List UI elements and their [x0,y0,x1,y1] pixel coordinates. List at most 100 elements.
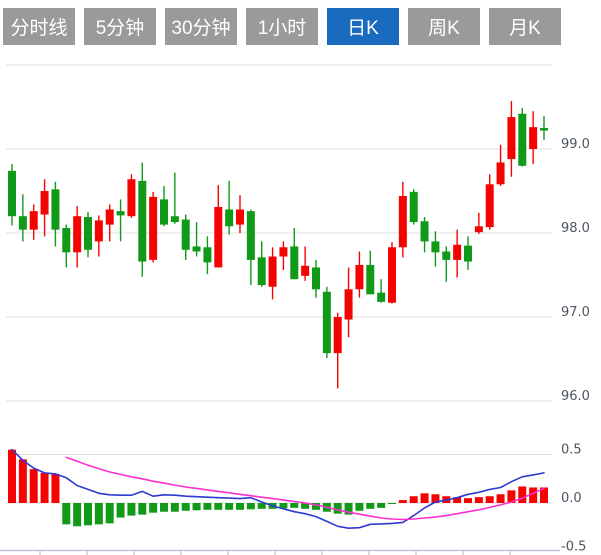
tab-weekly-k[interactable]: 周K [408,8,480,45]
macd-bar [333,503,342,514]
tab-1hour[interactable]: 1小时 [246,8,318,45]
macd-bar [105,503,114,524]
macd-bar [170,503,179,512]
tab-minute-line[interactable]: 分时线 [3,8,75,45]
candle-up [344,267,353,338]
dif-line [11,448,545,530]
macd-bar [463,498,472,503]
macd-bar [409,496,418,503]
tab-daily-k[interactable]: 日K [327,8,399,45]
tab-5min[interactable]: 5分钟 [84,8,156,45]
macd-bar [518,486,527,503]
candle-up [496,144,505,186]
price-axis-label: 97.0 [561,305,590,320]
macd-bar [116,503,125,518]
candle-down [442,246,451,282]
candle-down [311,259,320,298]
macd-bar [431,494,440,503]
macd-bar [453,497,462,503]
macd-bar [311,503,320,510]
timeframe-tab-bar: 分时线 5分钟 30分钟 1小时 日K 周K 月K [3,8,561,45]
candle-up [485,174,494,230]
candlestick-pane [8,101,548,389]
candle-down [257,241,266,287]
macd-bar [474,497,483,503]
macd-bar [94,503,103,525]
candle-down [83,212,92,258]
macd-bar [18,459,27,503]
candle-down [62,224,71,268]
candle-up [529,111,538,165]
candle-down [463,236,472,270]
macd-bar [257,503,266,509]
macd-bar [40,472,49,503]
macd-axis-label: -0.5 [561,540,586,555]
macd-histogram [8,449,548,527]
candle-up [301,246,310,281]
candle-up [268,247,277,300]
price-axis-label: 98.0 [561,221,590,236]
candle-down [420,217,429,253]
macd-bar [159,503,168,512]
macd-bar [138,503,147,515]
macd-bar [203,503,212,510]
candle-down [192,222,201,257]
price-axis-label: 96.0 [561,389,590,404]
macd-lines [11,448,545,530]
candle-down [322,286,331,359]
macd-bar [529,487,538,503]
macd-bar [290,503,299,508]
macd-bar [279,503,288,509]
macd-bar [344,503,353,515]
candle-up [94,215,103,257]
candle-up [279,241,288,270]
macd-bar [83,503,92,526]
macd-bar [62,503,71,525]
y-axis-labels: 99.0 98.0 97.0 96.0 0.5 0.0 -0.5 [561,137,590,555]
candle-down [8,164,16,226]
candle-down [518,107,527,167]
price-axis-label: 99.0 [561,137,590,152]
macd-bar [507,490,516,503]
candle-down [181,214,190,260]
dea-line [65,456,545,521]
macd-bar [73,503,82,527]
candle-down [366,250,375,295]
tab-30min[interactable]: 30分钟 [165,8,237,45]
candle-down [138,162,147,277]
macd-bar [301,503,310,509]
candle-up [235,195,244,233]
candle-up [29,204,38,240]
macd-bar [235,503,244,510]
macd-bar [366,503,375,509]
candle-up [398,181,407,258]
candle-down [377,279,386,303]
candle-down [539,116,548,140]
candle-down [203,236,212,275]
macd-bar [355,503,364,511]
macd-bar [192,503,201,511]
macd-bar [485,496,494,503]
macd-bar [149,503,158,513]
macd-bar [214,503,223,510]
candle-down [409,189,418,225]
candle-up [355,251,364,298]
gridlines [6,64,552,504]
candle-down [18,194,27,242]
macd-bar [387,503,396,504]
candle-up [127,174,136,218]
candle-down [159,185,168,227]
candle-down [116,199,125,242]
macd-bar [398,500,407,503]
candle-up [40,179,49,237]
macd-bar [29,469,38,503]
candle-down [246,209,255,286]
macd-bar [377,503,386,508]
candle-down [170,172,179,224]
tab-monthly-k[interactable]: 月K [489,8,561,45]
x-axis [0,549,560,555]
candle-up [214,185,223,268]
candle-up [149,191,158,263]
